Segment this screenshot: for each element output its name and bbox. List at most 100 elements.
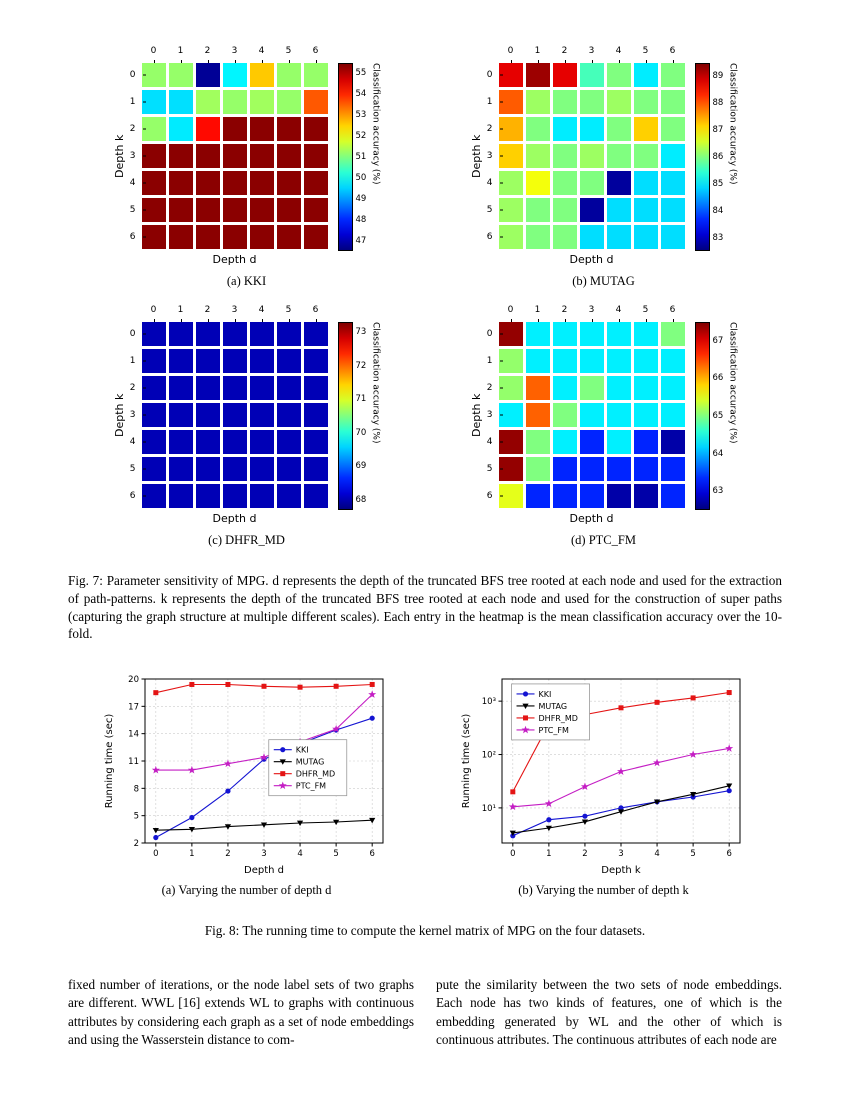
heatmap-cell [303,403,328,427]
colorbar-label: Classification accuracy (%) [727,63,738,185]
heatmap-cell [303,117,328,141]
colorbar: 83 84 85 86 87 88 89 Classification accuracy (%… [694,63,738,251]
svg-text:KKI: KKI [295,746,308,755]
colorbar-tick-label: 69 [355,461,367,472]
svg-text:3: 3 [618,849,623,859]
heatmap-cell [195,198,220,222]
heatmap-cell [195,144,220,168]
colorbar-tick-label: 83 [712,232,724,243]
heatmap-cell [525,376,550,400]
heatmap-cell [579,198,604,222]
heatmap-cell [168,484,193,508]
y-tick-label: 2 [126,376,142,400]
x-tick-label: 6 [661,46,685,63]
x-tick-label: 2 [196,305,220,322]
heatmap-cell [195,376,220,400]
x-tick-label: 5 [277,305,301,322]
heatmap-cell [498,349,523,373]
heatmap-cell [168,403,193,427]
heatmap-cell [141,90,166,114]
line-chart-panel-depth-k: 0 1 2 3 4 5 6 10¹ 10² 10³ Depth k Running time (sec… [458,669,750,898]
heatmap-cell [168,90,193,114]
colorbar-tick-label: 87 [712,125,724,136]
heatmap-cell [525,144,550,168]
heatmap-cell [303,63,328,87]
heatmap-cell [168,63,193,87]
heatmap-cell [633,117,658,141]
heatmap-cell [633,144,658,168]
y-axis-label: Depth k [469,393,483,437]
svg-text:5: 5 [133,812,138,822]
y-tick-label: 0 [483,63,499,87]
y-tick-label: 3 [483,144,499,168]
heatmap-cell [303,322,328,346]
y-tick-label: 2 [483,117,499,141]
colorbar-tick-label: 53 [355,110,367,121]
heatmap-cell [633,171,658,195]
heatmap-cell [525,322,550,346]
heatmap-cell [633,457,658,481]
heatmap-plot: Depth k 0 1 2 3 4 5 6 0 1 2 3 4 5 6 Depth d 63 64 65 66 67 Cl… [470,305,738,525]
heatmap-cell [552,225,577,249]
heatmap-cell [660,403,685,427]
heatmap-cell [498,484,523,508]
svg-text:Depth k: Depth k [601,865,641,876]
heatmap-cell [498,430,523,454]
y-tick-label: 5 [126,198,142,222]
x-tick-label: 3 [223,305,247,322]
x-tick-label: 6 [661,305,685,322]
colorbar-tick-label: 73 [355,327,367,338]
subfigure-caption: (b) MUTAG [572,274,635,288]
heatmap-cell [222,225,247,249]
colorbar-tick-label: 67 [712,335,724,346]
figure8-chart-grid: 0 1 2 3 4 5 6 2 5 8 11 14 17 20 Depth d Running time (s… [68,669,782,898]
svg-text:1: 1 [189,849,194,859]
heatmap-cell [222,117,247,141]
x-tick-label: 2 [553,305,577,322]
heatmap-cell [660,198,685,222]
heatmap-cell [606,171,631,195]
heatmap-cell [303,90,328,114]
x-tick-label: 6 [304,46,328,63]
heatmap-panel-dhfr-md: Depth k 0 1 2 3 4 5 6 0 1 2 3 4 5 6 Depth d 68 69 70 71 72 73… [113,305,381,548]
x-tick-label: 4 [250,305,274,322]
heatmap-center: 0 1 2 3 4 5 6 Depth d [498,46,685,266]
y-tick-label: 6 [126,484,142,508]
x-axis-label: Depth d [569,512,614,525]
svg-text:Running time (sec): Running time (sec) [104,714,115,809]
y-tick-label: 3 [483,403,499,427]
heatmap-cell [195,484,220,508]
colorbar-gradient [694,63,710,251]
heatmap-cell [498,198,523,222]
heatmap-cell [525,117,550,141]
heatmap-cell [276,171,301,195]
colorbar-tick-label: 72 [355,360,367,371]
heatmap-cell [141,403,166,427]
heatmap-cell [552,403,577,427]
colorbar-tick-label: 50 [355,172,367,183]
y-tick-label: 1 [483,349,499,373]
y-axis-label: Depth k [469,134,483,178]
colorbar-tick-label: 55 [355,68,367,79]
colorbar-label: Classification accuracy (%) [727,322,738,444]
heatmap-cell [660,349,685,373]
heatmap-cell [249,90,274,114]
body-text-right-column: pute the similarity between the two sets… [436,977,782,1047]
heatmap-cell [633,484,658,508]
y-tick-label: 6 [483,225,499,249]
svg-text:5: 5 [333,849,338,859]
colorbar-ticks: 83 84 85 86 87 88 89 [710,63,727,251]
heatmap-cell [606,198,631,222]
heatmap-cell [606,376,631,400]
x-axis-label: Depth d [569,253,614,266]
heatmap-cell [303,198,328,222]
y-tick-labels: 0 1 2 3 4 5 6 [483,322,499,508]
heatmap-cell [222,430,247,454]
svg-text:MUTAG: MUTAG [538,702,567,711]
svg-text:3: 3 [261,849,266,859]
heatmap-panel-kki: Depth k 0 1 2 3 4 5 6 0 1 2 3 4 5 6 Depth d 47 48 49 50 51 52… [113,46,381,289]
y-tick-label: 0 [126,63,142,87]
heatmap-cell [552,457,577,481]
heatmap-cell [276,225,301,249]
